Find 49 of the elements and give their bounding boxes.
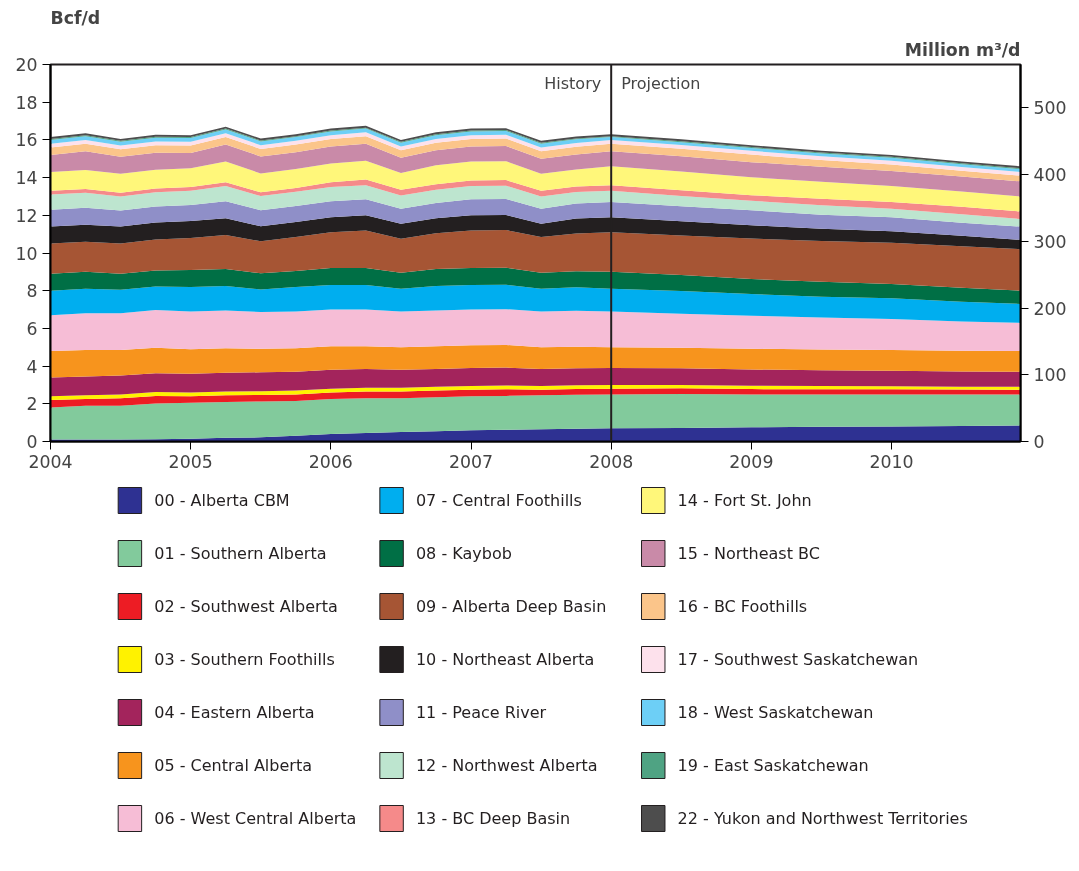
legend-label: 08 - Kaybob bbox=[415, 544, 512, 563]
y-tick-label: 12 bbox=[15, 205, 38, 226]
x-tick-label: 2010 bbox=[869, 451, 914, 472]
x-tick-label: 2006 bbox=[308, 451, 353, 472]
legend-label: 11 - Peace River bbox=[415, 703, 547, 722]
y-tick-label: 16 bbox=[15, 130, 38, 151]
annotation: Projection bbox=[621, 73, 701, 93]
legend-label: 10 - Northeast Alberta bbox=[415, 650, 595, 669]
x-tick-label: 2007 bbox=[448, 451, 494, 472]
y2-axis-title: Million m³/d bbox=[904, 39, 1021, 60]
legend-label: 04 - Eastern Alberta bbox=[154, 703, 315, 722]
y-tick-label: 4 bbox=[26, 356, 38, 377]
legend-label: 19 - East Saskatchewan bbox=[677, 756, 869, 775]
y-tick-label: 8 bbox=[26, 281, 38, 302]
y-axis-title: Bcf/d bbox=[50, 7, 101, 28]
legend-label: 07 - Central Foothills bbox=[415, 491, 582, 510]
legend-label: 02 - Southwest Alberta bbox=[154, 597, 338, 616]
legend-label: 01 - Southern Alberta bbox=[154, 544, 327, 563]
x-tick-label: 2005 bbox=[168, 451, 213, 472]
legend-label: 00 - Alberta CBM bbox=[154, 491, 290, 510]
y-tick-label: 20 bbox=[15, 55, 38, 75]
legend-label: 22 - Yukon and Northwest Territories bbox=[677, 809, 968, 828]
legend-label: 18 - West Saskatchewan bbox=[677, 703, 874, 722]
y-tick-label: 10 bbox=[15, 243, 38, 264]
y-tick-label: 14 bbox=[15, 168, 38, 189]
y-tick-label: 18 bbox=[15, 92, 38, 113]
annotation: History bbox=[544, 73, 602, 93]
y-tick-label: 2 bbox=[26, 394, 38, 415]
legend-label: 14 - Fort St. John bbox=[677, 491, 812, 510]
y2-tick-label: 500 bbox=[1033, 98, 1067, 119]
y2-tick-label: 400 bbox=[1033, 165, 1067, 186]
x-tick-label: 2009 bbox=[729, 451, 774, 472]
legend-label: 15 - Northeast BC bbox=[677, 544, 820, 563]
x-tick-label: 2008 bbox=[589, 451, 634, 472]
legend-label: 05 - Central Alberta bbox=[154, 756, 312, 775]
legend-label: 13 - BC Deep Basin bbox=[415, 809, 571, 828]
y-tick-label: 0 bbox=[26, 432, 38, 452]
y2-tick-label: 0 bbox=[1033, 432, 1045, 452]
y2-tick-label: 200 bbox=[1033, 298, 1067, 319]
legend-label: 03 - Southern Foothills bbox=[154, 650, 335, 669]
legend-label: 09 - Alberta Deep Basin bbox=[415, 597, 607, 616]
legend-label: 12 - Northwest Alberta bbox=[415, 756, 598, 775]
legend-label: 17 - Southwest Saskatchewan bbox=[677, 650, 919, 669]
legend-label: 06 - West Central Alberta bbox=[154, 809, 357, 828]
legend-label: 16 - BC Foothills bbox=[677, 597, 808, 616]
y-tick-label: 6 bbox=[26, 318, 38, 339]
y2-tick-label: 100 bbox=[1033, 365, 1067, 386]
y2-tick-label: 300 bbox=[1033, 231, 1067, 252]
x-tick-label: 2004 bbox=[28, 451, 73, 472]
